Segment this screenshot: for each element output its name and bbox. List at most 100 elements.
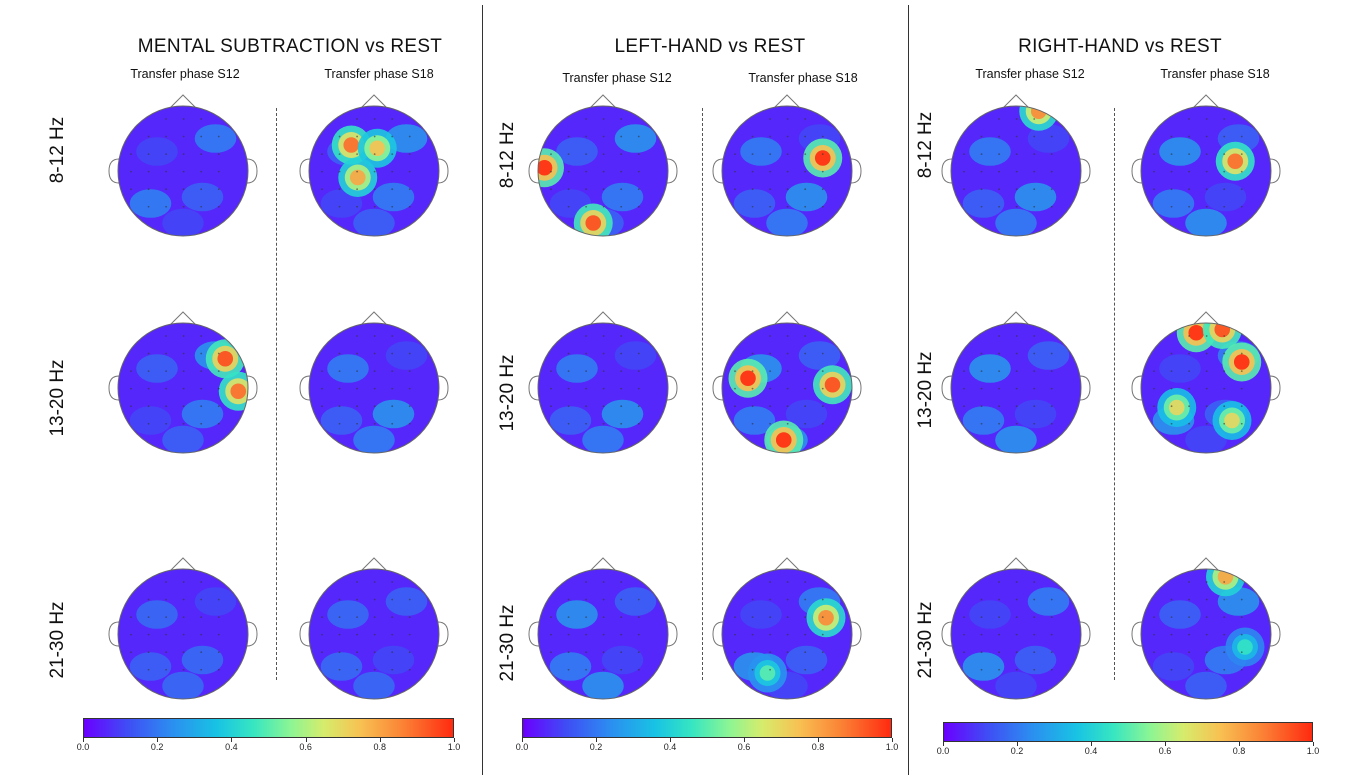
nose-outline: [1003, 94, 1029, 108]
activation-blob: [962, 406, 1005, 435]
electrode-marker: [550, 188, 552, 191]
electrode-marker: [338, 170, 341, 173]
electrode-marker: [998, 616, 1000, 618]
electrode-marker: [1153, 651, 1155, 654]
nose-outline: [361, 311, 387, 325]
colorbar-tick: [1313, 742, 1314, 746]
electrode-marker: [980, 633, 983, 636]
electrode-marker: [1050, 598, 1053, 601]
electrode-marker: [217, 205, 220, 208]
electrode-marker: [1223, 135, 1226, 138]
electrode-marker: [963, 170, 965, 173]
electrode-marker: [751, 135, 754, 138]
electrode-marker: [602, 118, 605, 120]
electrode-marker: [373, 135, 376, 138]
electrode-marker: [217, 422, 220, 425]
electrode-marker: [1240, 170, 1243, 173]
electrode-marker: [217, 598, 220, 601]
electrode-marker: [1153, 153, 1155, 156]
electrode-marker: [620, 118, 623, 120]
electrode-marker: [1205, 616, 1208, 618]
electrode-marker: [769, 370, 771, 372]
electrode-marker: [373, 188, 376, 191]
electrode-marker: [821, 352, 824, 355]
electrode-marker: [1223, 651, 1226, 654]
colorbar-tick: [596, 738, 597, 742]
electrode-marker: [1033, 598, 1036, 601]
electrode-marker: [217, 633, 220, 636]
electrode-marker: [165, 205, 168, 208]
electrode-marker: [391, 633, 394, 636]
ear-outline: [1079, 621, 1091, 647]
electrode-marker: [1240, 405, 1243, 408]
electrode-marker: [165, 188, 168, 191]
electrode-marker: [637, 135, 640, 138]
electrode-marker: [1033, 668, 1036, 671]
electrode-marker: [1015, 188, 1018, 191]
activation-blob: [194, 587, 237, 616]
electrode-marker: [1015, 135, 1018, 138]
electrode-marker: [769, 581, 771, 583]
electrode-marker: [769, 633, 771, 636]
electrode-marker: [1240, 651, 1243, 654]
activation-blob: [556, 354, 598, 383]
electrode-marker: [1205, 118, 1208, 120]
electrode-marker: [1033, 205, 1036, 208]
electrode-marker: [1170, 188, 1173, 191]
electrode-marker: [356, 387, 358, 390]
column-separator: [276, 108, 277, 680]
electrode-marker: [963, 387, 965, 390]
activation-blob: [1185, 671, 1227, 699]
electrode-marker: [821, 422, 824, 425]
electrode-marker: [980, 387, 983, 390]
column-title-lh-s12: Transfer phase S12: [562, 71, 672, 85]
electrode-marker: [585, 387, 587, 390]
electrode-marker: [550, 633, 552, 636]
electrode-marker: [1015, 616, 1018, 618]
electrode-marker: [769, 668, 771, 671]
electrode-marker: [637, 598, 640, 601]
electrode-marker: [602, 581, 605, 583]
electrode-marker: [130, 387, 132, 390]
electrode-marker: [182, 616, 185, 618]
electrode-marker: [567, 153, 570, 156]
electrode-marker: [1153, 616, 1155, 618]
electrode-marker: [1153, 405, 1155, 408]
electrode-marker: [147, 616, 150, 618]
head-outline: [950, 568, 1082, 700]
ear-outline: [299, 621, 311, 647]
electrode-marker: [786, 135, 789, 138]
activation-blob: [995, 208, 1037, 236]
electrode-marker: [751, 598, 754, 601]
electrode-marker: [1015, 370, 1018, 372]
electrode-marker: [182, 352, 185, 355]
electrode-marker: [998, 668, 1000, 671]
electrode-marker: [602, 616, 605, 618]
activation-blob: [162, 208, 204, 236]
colorbar-tick: [157, 738, 159, 742]
electrode-marker: [567, 633, 570, 636]
electrode-marker: [165, 633, 168, 636]
electrode-marker: [165, 598, 168, 601]
electrode-marker: [980, 598, 983, 601]
electrode-marker: [1050, 135, 1053, 138]
electrode-marker: [602, 370, 605, 372]
electrode-marker: [963, 370, 965, 372]
electrode-marker: [585, 370, 587, 372]
activation-blob: [582, 671, 624, 699]
electrode-marker: [804, 598, 807, 601]
electrode-marker: [1015, 170, 1018, 173]
electrode-marker: [356, 118, 358, 120]
electrode-marker: [821, 370, 824, 372]
activation-spot: [1237, 639, 1253, 655]
ear-outline: [850, 375, 862, 401]
electrode-marker: [321, 387, 323, 390]
electrode-marker: [998, 135, 1000, 138]
electrode-marker: [1223, 205, 1226, 208]
electrode-marker: [821, 153, 824, 156]
activation-spot: [538, 159, 553, 176]
electrode-marker: [620, 153, 623, 156]
activation-spot: [230, 383, 247, 400]
electrode-marker: [1033, 118, 1036, 120]
electrode-marker: [980, 352, 983, 355]
